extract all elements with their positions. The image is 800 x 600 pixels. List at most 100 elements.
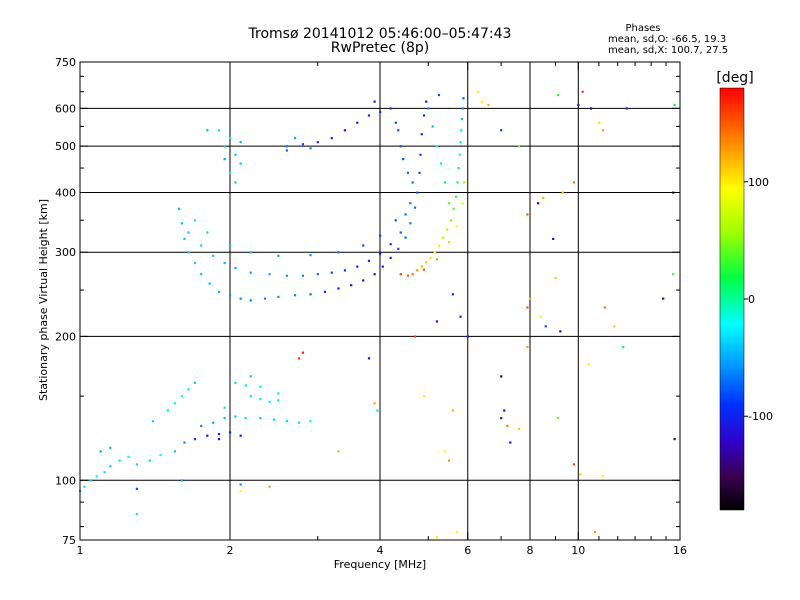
- colorbar-tick-label: -100: [748, 410, 773, 423]
- data-point: [200, 273, 203, 276]
- data-point: [217, 432, 221, 436]
- data-point: [422, 268, 426, 271]
- data-point: [526, 346, 529, 349]
- y-tick-label: 750: [55, 56, 76, 69]
- data-point: [454, 195, 458, 198]
- data-point: [577, 103, 580, 107]
- stats-heading: Phases: [625, 23, 660, 34]
- x-tick-label: 6: [464, 544, 471, 557]
- stats-line-x: mean, sd,X: 100.7, 27.5: [608, 45, 728, 56]
- data-point: [356, 121, 359, 124]
- y-tick-label: 100: [55, 474, 76, 487]
- data-point: [416, 269, 419, 272]
- data-point: [323, 290, 327, 293]
- data-point: [435, 536, 438, 539]
- x-tick-label: 2: [227, 544, 234, 557]
- data-point: [399, 145, 402, 148]
- data-point: [389, 107, 392, 110]
- data-point: [277, 399, 280, 402]
- data-point: [285, 274, 288, 277]
- data-point: [277, 295, 280, 299]
- chart-title-block: Tromsø 20141012 05:46:00–05:47:43 RwPret…: [248, 26, 512, 56]
- x-tick-label: 10: [571, 544, 585, 557]
- data-point: [217, 437, 221, 441]
- data-point: [229, 137, 232, 140]
- data-point: [552, 237, 555, 241]
- data-point: [379, 110, 382, 114]
- data-point: [443, 181, 447, 184]
- data-point: [427, 107, 430, 110]
- data-point: [603, 306, 606, 309]
- data-point: [166, 409, 169, 412]
- data-point: [193, 437, 197, 441]
- data-point: [343, 269, 347, 272]
- data-point: [447, 241, 451, 244]
- data-point: [443, 450, 447, 453]
- data-point: [173, 450, 177, 453]
- data-point: [517, 428, 521, 431]
- data-point: [587, 363, 591, 366]
- data-point: [413, 206, 417, 209]
- data-points: [79, 90, 676, 539]
- data-point: [425, 100, 428, 103]
- data-point: [422, 395, 426, 398]
- data-point: [127, 455, 130, 458]
- data-point: [187, 251, 190, 254]
- data-point: [367, 357, 371, 360]
- data-point: [99, 450, 102, 453]
- data-point: [135, 487, 138, 490]
- data-point: [411, 181, 414, 184]
- data-point: [447, 459, 451, 462]
- data-point: [435, 258, 438, 261]
- data-point: [337, 287, 340, 290]
- data-point: [193, 261, 197, 265]
- chart-subtitle: RwPretec (8p): [331, 40, 429, 56]
- data-point: [373, 402, 376, 405]
- data-point: [463, 181, 466, 184]
- data-point: [509, 441, 512, 444]
- data-point: [223, 261, 226, 265]
- data-point: [217, 129, 221, 132]
- x-axis-ticks: 1 2 4 6 8 10 16: [77, 62, 687, 557]
- data-point: [506, 424, 509, 428]
- data-point: [229, 244, 232, 247]
- data-point: [672, 273, 675, 276]
- x-tick-label: 16: [673, 544, 687, 557]
- x-tick-label: 4: [377, 544, 384, 557]
- data-point: [249, 299, 252, 302]
- data-point: [330, 271, 333, 274]
- data-point: [397, 129, 400, 132]
- data-point: [381, 265, 384, 268]
- data-point: [159, 453, 162, 457]
- data-point: [459, 141, 462, 144]
- data-point: [480, 100, 483, 103]
- data-point: [572, 181, 576, 184]
- data-point: [309, 147, 312, 150]
- data-point: [376, 409, 379, 412]
- data-point: [297, 421, 301, 424]
- data-point: [239, 489, 242, 493]
- data-point: [316, 141, 319, 144]
- data-point: [389, 243, 392, 246]
- data-point: [451, 293, 455, 296]
- data-point: [526, 213, 529, 216]
- data-point: [487, 103, 490, 107]
- data-point: [409, 222, 412, 225]
- data-point: [103, 471, 106, 474]
- data-point: [206, 231, 209, 234]
- data-point: [234, 153, 237, 156]
- data-point: [456, 181, 459, 184]
- y-tick-label: 300: [55, 246, 76, 259]
- data-point: [416, 191, 419, 194]
- data-point: [597, 121, 601, 124]
- data-point: [500, 416, 503, 420]
- data-point: [625, 107, 628, 110]
- data-point: [622, 346, 625, 349]
- data-point: [367, 114, 371, 117]
- data-point: [389, 256, 392, 260]
- data-point: [330, 137, 333, 140]
- data-point: [503, 409, 506, 412]
- y-tick-label: 75: [62, 534, 76, 547]
- data-point: [259, 397, 262, 401]
- data-point: [373, 100, 376, 103]
